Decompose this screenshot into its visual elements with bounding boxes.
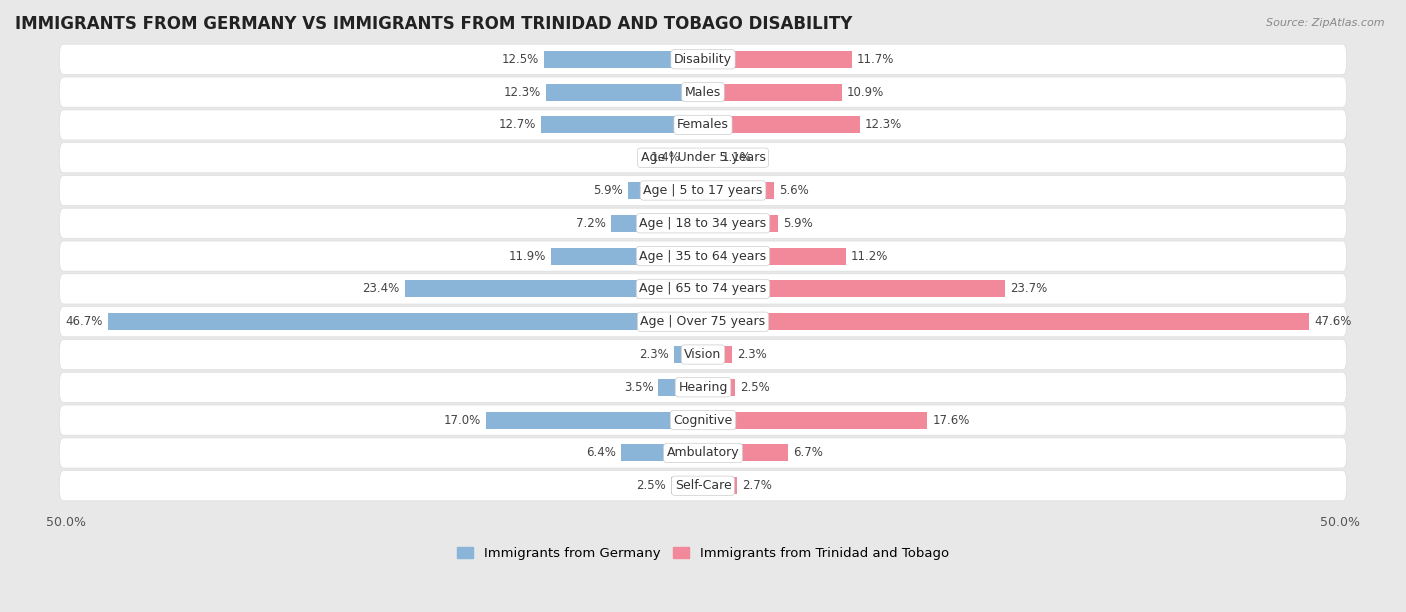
Text: Cognitive: Cognitive <box>673 414 733 427</box>
FancyBboxPatch shape <box>59 44 1347 75</box>
Text: Disability: Disability <box>673 53 733 66</box>
Text: 2.3%: 2.3% <box>638 348 669 361</box>
Text: 47.6%: 47.6% <box>1315 315 1353 328</box>
Bar <box>108 313 703 330</box>
Bar <box>486 412 703 428</box>
Bar <box>703 84 842 100</box>
FancyBboxPatch shape <box>59 241 1347 271</box>
Text: 2.7%: 2.7% <box>742 479 772 492</box>
Bar <box>703 116 859 133</box>
Bar <box>703 149 717 166</box>
FancyBboxPatch shape <box>59 405 1347 435</box>
Text: 6.7%: 6.7% <box>793 446 824 460</box>
Text: IMMIGRANTS FROM GERMANY VS IMMIGRANTS FROM TRINIDAD AND TOBAGO DISABILITY: IMMIGRANTS FROM GERMANY VS IMMIGRANTS FR… <box>15 15 852 33</box>
FancyBboxPatch shape <box>59 274 1347 304</box>
Bar <box>703 280 1005 297</box>
Text: 6.4%: 6.4% <box>586 446 616 460</box>
Bar <box>685 149 703 166</box>
Text: 2.5%: 2.5% <box>740 381 769 394</box>
Text: Age | 5 to 17 years: Age | 5 to 17 years <box>644 184 762 197</box>
Text: Age | 65 to 74 years: Age | 65 to 74 years <box>640 282 766 296</box>
FancyBboxPatch shape <box>59 110 1347 140</box>
Bar <box>703 444 789 461</box>
Text: 1.1%: 1.1% <box>723 151 752 164</box>
Text: 5.9%: 5.9% <box>593 184 623 197</box>
Legend: Immigrants from Germany, Immigrants from Trinidad and Tobago: Immigrants from Germany, Immigrants from… <box>457 547 949 560</box>
Text: 11.7%: 11.7% <box>858 53 894 66</box>
Bar <box>405 280 703 297</box>
Bar <box>628 182 703 199</box>
Bar <box>703 215 778 232</box>
Text: 12.3%: 12.3% <box>865 118 903 132</box>
Text: 12.3%: 12.3% <box>503 86 541 99</box>
Text: Source: ZipAtlas.com: Source: ZipAtlas.com <box>1267 18 1385 28</box>
Text: 2.3%: 2.3% <box>737 348 768 361</box>
FancyBboxPatch shape <box>59 340 1347 370</box>
Text: 23.7%: 23.7% <box>1010 282 1047 296</box>
Text: Age | Over 75 years: Age | Over 75 years <box>641 315 765 328</box>
Text: 12.7%: 12.7% <box>499 118 536 132</box>
Text: Males: Males <box>685 86 721 99</box>
Text: 12.5%: 12.5% <box>502 53 538 66</box>
Bar <box>703 477 737 494</box>
Text: 17.0%: 17.0% <box>444 414 481 427</box>
FancyBboxPatch shape <box>59 438 1347 468</box>
Text: Age | Under 5 years: Age | Under 5 years <box>641 151 765 164</box>
Text: 11.9%: 11.9% <box>509 250 547 263</box>
Text: 46.7%: 46.7% <box>66 315 103 328</box>
Bar <box>551 248 703 264</box>
FancyBboxPatch shape <box>59 77 1347 107</box>
Bar <box>541 116 703 133</box>
FancyBboxPatch shape <box>59 471 1347 501</box>
FancyBboxPatch shape <box>59 372 1347 403</box>
Bar <box>547 84 703 100</box>
Bar <box>703 51 852 68</box>
Text: Vision: Vision <box>685 348 721 361</box>
Text: 17.6%: 17.6% <box>932 414 970 427</box>
Bar <box>703 412 927 428</box>
Text: Age | 35 to 64 years: Age | 35 to 64 years <box>640 250 766 263</box>
Bar <box>673 346 703 363</box>
Text: 2.5%: 2.5% <box>637 479 666 492</box>
Bar <box>703 182 775 199</box>
Text: 7.2%: 7.2% <box>576 217 606 230</box>
Bar <box>703 379 735 396</box>
Bar <box>703 346 733 363</box>
Text: 10.9%: 10.9% <box>846 86 884 99</box>
Bar <box>703 313 1309 330</box>
Text: 3.5%: 3.5% <box>624 381 654 394</box>
Text: 5.9%: 5.9% <box>783 217 813 230</box>
Text: Age | 18 to 34 years: Age | 18 to 34 years <box>640 217 766 230</box>
Bar <box>612 215 703 232</box>
Text: Ambulatory: Ambulatory <box>666 446 740 460</box>
Bar <box>658 379 703 396</box>
FancyBboxPatch shape <box>59 143 1347 173</box>
Text: 5.6%: 5.6% <box>779 184 810 197</box>
Bar <box>703 248 845 264</box>
Bar <box>544 51 703 68</box>
Text: 23.4%: 23.4% <box>363 282 399 296</box>
Bar <box>671 477 703 494</box>
Text: 11.2%: 11.2% <box>851 250 889 263</box>
FancyBboxPatch shape <box>59 307 1347 337</box>
Text: Hearing: Hearing <box>678 381 728 394</box>
Text: Females: Females <box>678 118 728 132</box>
FancyBboxPatch shape <box>59 176 1347 206</box>
Bar <box>621 444 703 461</box>
Text: 1.4%: 1.4% <box>650 151 681 164</box>
Text: Self-Care: Self-Care <box>675 479 731 492</box>
FancyBboxPatch shape <box>59 208 1347 239</box>
